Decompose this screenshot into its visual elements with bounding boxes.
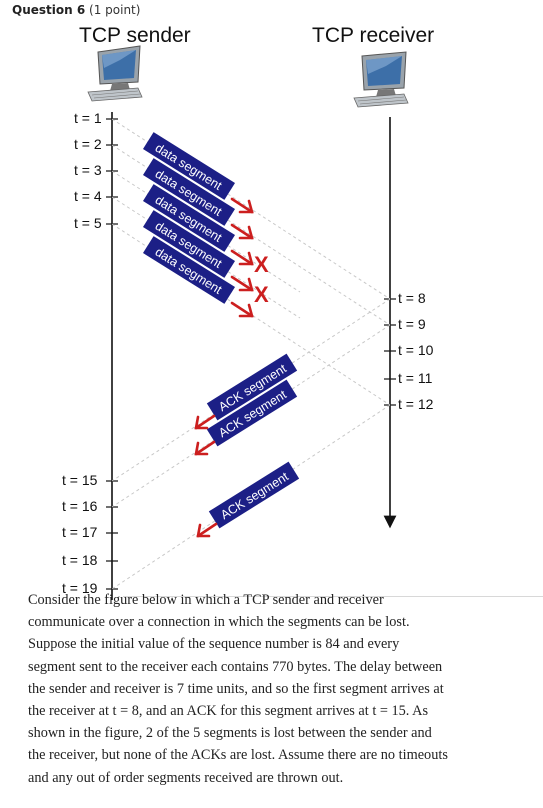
question-line-5: the sender and receiver is 7 time units,… [28, 680, 444, 697]
receiver-tick-t8: t = 8 [398, 290, 426, 306]
data-arrow-4 [230, 275, 254, 292]
question-points: (1 point) [89, 3, 141, 17]
question-header: Question 6 (1 point) [12, 3, 140, 17]
sender-tick-t4: t = 4 [74, 188, 102, 204]
lost-mark-2: X [254, 282, 269, 307]
question-line-3: Suppose the initial value of the sequenc… [28, 636, 400, 653]
sender-tick-t19: t = 19 [62, 580, 98, 596]
tcp-diagram: data segment data segment data segment d… [87, 45, 409, 600]
receiver-computer-icon [353, 51, 409, 108]
sender-tick-t1: t = 1 [74, 110, 102, 126]
receiver-tick-t10: t = 10 [398, 342, 434, 358]
question-line-8: the receiver, but none of the ACKs are l… [28, 747, 448, 764]
question-label: Question 6 [12, 3, 86, 17]
question-line-1: Consider the figure below in which a TCP… [28, 592, 384, 608]
receiver-tick-t11: t = 11 [398, 370, 433, 386]
sender-tick-t18: t = 18 [62, 552, 98, 568]
ack-arrow-2 [194, 440, 216, 456]
question-line-9: and any out of order segments received a… [28, 769, 344, 786]
receiver-tick-t9: t = 9 [398, 316, 426, 332]
data-arrow-5 [230, 301, 254, 318]
sender-tick-t3: t = 3 [74, 162, 102, 178]
sender-tick-t17: t = 17 [62, 524, 98, 540]
question-text: Consider the figure below in which a TCP… [28, 589, 528, 789]
sender-computer-icon [87, 45, 143, 102]
lost-mark-1: X [254, 252, 269, 277]
ack-segment-3: ACK segment [208, 461, 300, 529]
sender-tick-t5: t = 5 [74, 215, 102, 231]
question-line-4: segment sent to the receiver each contai… [28, 658, 443, 675]
ack-arrow-3 [196, 522, 218, 538]
data-arrow-3 [230, 249, 254, 266]
ack-segment-label: ACK segment [218, 469, 291, 522]
question-line-6: the receiver at t = 8, and an ACK for th… [28, 703, 429, 720]
sender-tick-t16: t = 16 [62, 498, 98, 514]
data-arrow-2 [230, 223, 254, 240]
sender-tick-t2: t = 2 [74, 136, 102, 152]
data-arrows [230, 197, 254, 318]
ack-arrow-1 [194, 414, 216, 430]
receiver-tick-marks [384, 298, 396, 406]
sender-tick-t15: t = 15 [62, 472, 98, 488]
question-line-2: communicate over a connection in which t… [28, 614, 410, 631]
ack-transit-lines [111, 298, 391, 590]
receiver-tick-t12: t = 12 [398, 396, 434, 412]
ack-arrows [194, 414, 218, 538]
receiver-title: TCP receiver [312, 24, 435, 47]
data-arrow-1 [230, 197, 254, 214]
divider [123, 596, 543, 597]
question-line-7: shown in the figure, 2 of the 5 segments… [28, 725, 432, 742]
sender-title: TCP sender [79, 24, 191, 47]
